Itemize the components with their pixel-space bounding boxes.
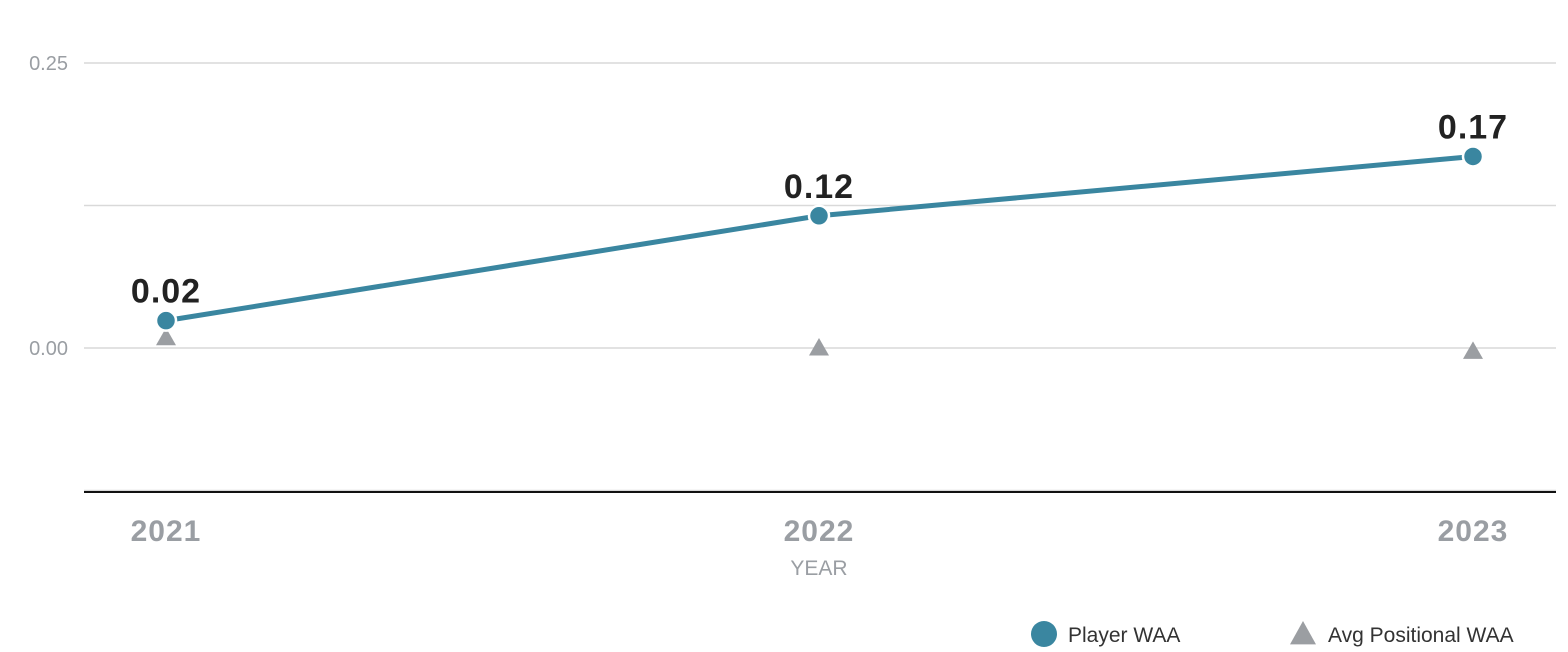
data-label: 0.02 [131,273,201,311]
x-tick-label: 2021 [131,515,202,548]
avg-positional-waa-marker [1463,341,1483,359]
legend: Player WAA Avg Positional WAA [1031,621,1514,647]
data-labels: 0.02 0.12 0.17 [131,108,1508,311]
x-tick-label: 2022 [784,515,855,548]
data-label: 0.12 [784,168,854,206]
series [154,145,1485,359]
data-label: 0.17 [1438,108,1508,146]
y-tick-label: 0.00 [29,338,68,360]
avg-positional-waa-marker [809,338,829,356]
x-axis-title: YEAR [790,557,847,580]
player-waa-marker [154,309,178,332]
player-waa-marker [1461,145,1485,168]
x-tick-label: 2023 [1438,515,1509,548]
y-tick-label: 0.25 [29,53,68,75]
avg-positional-waa-marker [156,327,176,346]
legend-avg-positional-waa-label: Avg Positional WAA [1328,624,1514,647]
axes: 0.25 0.00 2021 2022 2023 YEAR [29,53,1556,580]
legend-player-waa-label: Player WAA [1068,624,1180,647]
grid-lines [84,62,1556,492]
player-waa-marker [807,204,831,228]
legend-avg-positional-waa-marker [1290,621,1316,645]
legend-player-waa-marker [1031,621,1057,647]
